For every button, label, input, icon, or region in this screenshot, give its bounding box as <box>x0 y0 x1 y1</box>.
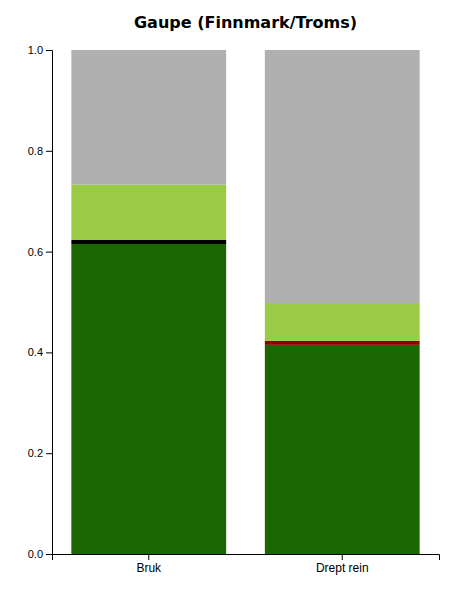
y-tick-label: 0.8 <box>28 145 43 157</box>
bar-segment <box>71 185 226 240</box>
bar-segment <box>71 50 226 185</box>
x-tick-mark <box>148 554 149 560</box>
y-tick-mark <box>46 252 52 253</box>
y-tick: 0.6 <box>28 246 52 258</box>
bar-segment <box>71 244 226 554</box>
y-tick: 0.4 <box>28 346 52 358</box>
x-axis: Bruk Drept rein <box>53 554 440 575</box>
bar-segment <box>265 345 420 554</box>
bars <box>71 50 419 554</box>
x-tick: Bruk <box>136 554 162 575</box>
y-tick: 1.0 <box>28 44 52 56</box>
y-tick: 0.0 <box>28 548 52 560</box>
bar-segment <box>265 341 420 345</box>
chart: Bruk Drept rein 0.0 0.2 0.4 0.6 0.8 1.0 Gaupe (F… <box>0 0 459 594</box>
bar-segment <box>71 240 226 244</box>
y-tick: 0.8 <box>28 145 52 157</box>
x-axis-line <box>53 555 440 561</box>
bar-segment <box>265 50 420 303</box>
x-tick-mark <box>342 554 343 560</box>
y-tick-label: 0.4 <box>28 346 43 358</box>
bar-segment <box>265 303 420 341</box>
y-tick-mark <box>46 352 52 353</box>
y-tick-mark <box>46 151 52 152</box>
y-tick: 0.2 <box>28 447 52 459</box>
y-axis-line <box>46 51 53 555</box>
y-tick-label: 1.0 <box>28 44 43 56</box>
title: Gaupe (Finnmark/Troms) <box>134 13 357 32</box>
x-tick: Drept rein <box>316 554 369 575</box>
x-tick-label: Bruk <box>136 561 162 575</box>
y-tick-label: 0.6 <box>28 246 43 258</box>
y-tick-label: 0.2 <box>28 447 43 459</box>
y-tick-mark <box>46 50 52 51</box>
y-tick-mark <box>46 453 52 454</box>
y-axis: 0.0 0.2 0.4 0.6 0.8 1.0 <box>28 44 53 560</box>
x-tick-label: Drept rein <box>316 561 369 575</box>
y-tick-label: 0.0 <box>28 548 43 560</box>
plot: Bruk Drept rein 0.0 0.2 0.4 0.6 0.8 1.0 <box>28 44 440 575</box>
y-tick-mark <box>46 554 52 555</box>
